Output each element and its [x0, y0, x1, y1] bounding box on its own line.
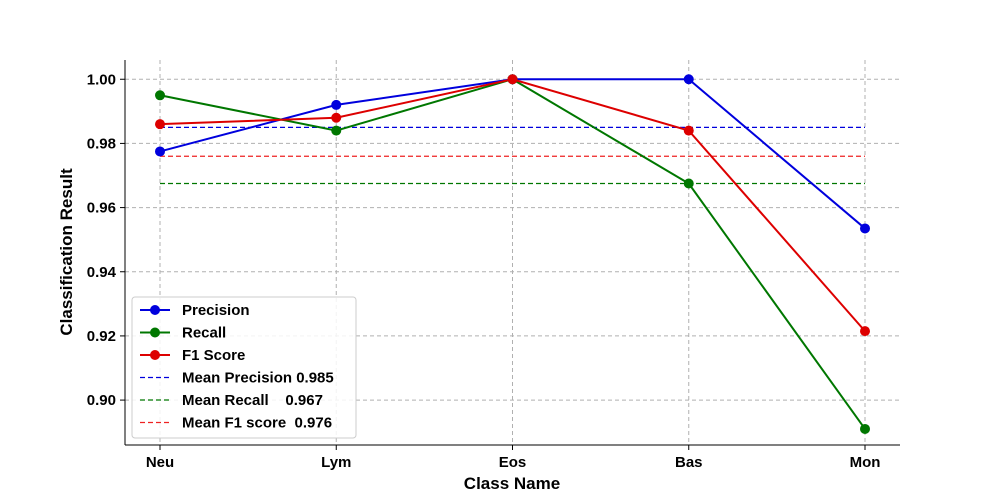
x-tick-label: Mon: [850, 454, 881, 471]
y-ticks: 0.90 0.92 0.94 0.96 0.98 1.00: [87, 71, 125, 409]
legend-label: Precision: [182, 302, 250, 319]
y-tick-label: 0.92: [87, 328, 116, 345]
y-tick-label: 0.90: [87, 392, 116, 409]
legend-marker: [150, 305, 160, 315]
y-tick-label: 1.00: [87, 71, 116, 88]
data-point: [155, 119, 165, 130]
y-tick-label: 0.98: [87, 135, 116, 152]
x-tick-label: Neu: [146, 454, 174, 471]
mean-lines: [160, 126, 865, 185]
legend-box: [131, 296, 357, 439]
data-point: [860, 223, 870, 234]
x-tick-label: Bas: [675, 454, 703, 471]
y-tick-label: 0.96: [87, 200, 116, 217]
legend-marker: [150, 327, 160, 338]
data-point: [507, 74, 518, 85]
data-point: [331, 112, 342, 123]
y-tick-label: 0.94: [87, 264, 117, 281]
legend: Precision Recall F1 Score Mean Precision 0.…: [131, 296, 357, 439]
data-point: [331, 99, 342, 110]
data-point: [683, 178, 694, 189]
legend-marker: [150, 350, 160, 360]
y-axis-label: Classification Result: [57, 168, 76, 336]
x-ticks: Neu Lym Eos Bas Mon: [146, 445, 881, 471]
legend-label: F1 Score: [182, 347, 245, 364]
x-tick-label: Lym: [321, 454, 351, 471]
legend-label: Mean Recall 0.967: [182, 392, 323, 409]
data-point: [683, 125, 694, 136]
data-point: [860, 423, 870, 434]
series-lines: [155, 74, 870, 434]
legend-label: Mean F1 score 0.976: [182, 415, 332, 432]
x-tick-label: Eos: [499, 454, 527, 471]
data-point: [331, 125, 342, 136]
data-point: [683, 74, 694, 85]
data-point: [155, 90, 165, 101]
data-point: [860, 326, 870, 337]
x-axis-label: Class Name: [464, 474, 560, 493]
legend-label: Recall: [182, 325, 226, 342]
data-point: [155, 146, 165, 157]
legend-label: Mean Precision 0.985: [182, 370, 334, 387]
